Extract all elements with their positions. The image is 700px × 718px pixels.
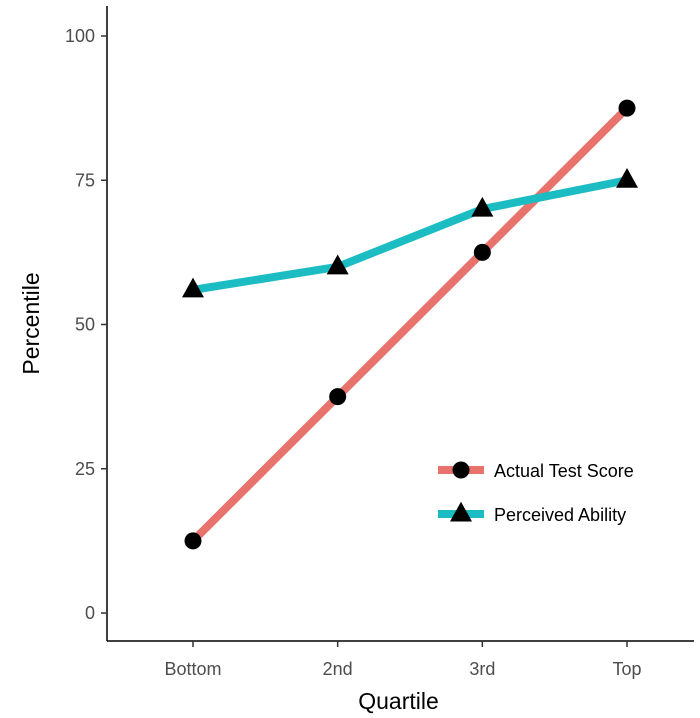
data-point-triangle bbox=[182, 277, 204, 298]
data-point-circle bbox=[184, 532, 202, 550]
data-point-triangle bbox=[616, 167, 639, 188]
legend-label: Perceived Ability bbox=[494, 505, 626, 525]
x-tick-label: 2nd bbox=[323, 659, 353, 679]
data-point-circle bbox=[473, 243, 491, 261]
data-point-circle bbox=[329, 388, 347, 406]
axes: 0 25 50 75 100 Bottom 2nd 3rd Top Quartile Perc… bbox=[18, 6, 694, 714]
x-tick-label: 3rd bbox=[469, 659, 495, 679]
legend-key-triangle bbox=[450, 501, 472, 522]
legend-label: Actual Test Score bbox=[494, 461, 634, 481]
series-1 bbox=[184, 99, 636, 550]
x-tick-label: Bottom bbox=[164, 659, 221, 679]
legend-item: Actual Test Score bbox=[438, 461, 634, 481]
y-tick-label: 100 bbox=[65, 26, 95, 46]
data-point-circle bbox=[618, 99, 636, 117]
series-layer bbox=[182, 99, 639, 550]
series-2 bbox=[182, 167, 639, 298]
y-tick-label: 25 bbox=[75, 459, 95, 479]
x-tick-label: Top bbox=[612, 659, 641, 679]
legend-item: Perceived Ability bbox=[438, 501, 626, 525]
y-axis-title: Percentile bbox=[18, 272, 44, 374]
series-line bbox=[190, 105, 630, 544]
legend-key-circle bbox=[452, 461, 470, 479]
data-point-triangle bbox=[326, 254, 349, 275]
legend: Actual Test Score Perceived Ability bbox=[438, 461, 634, 525]
y-tick-label: 50 bbox=[75, 315, 95, 335]
y-tick-label: 75 bbox=[75, 170, 95, 190]
data-point-triangle bbox=[471, 196, 494, 217]
x-axis-ticks: Bottom 2nd 3rd Top bbox=[164, 641, 642, 679]
y-axis-ticks: 0 25 50 75 100 bbox=[65, 26, 107, 623]
y-tick-label: 0 bbox=[85, 603, 95, 623]
x-axis-title: Quartile bbox=[358, 688, 439, 714]
series-line bbox=[192, 176, 628, 294]
